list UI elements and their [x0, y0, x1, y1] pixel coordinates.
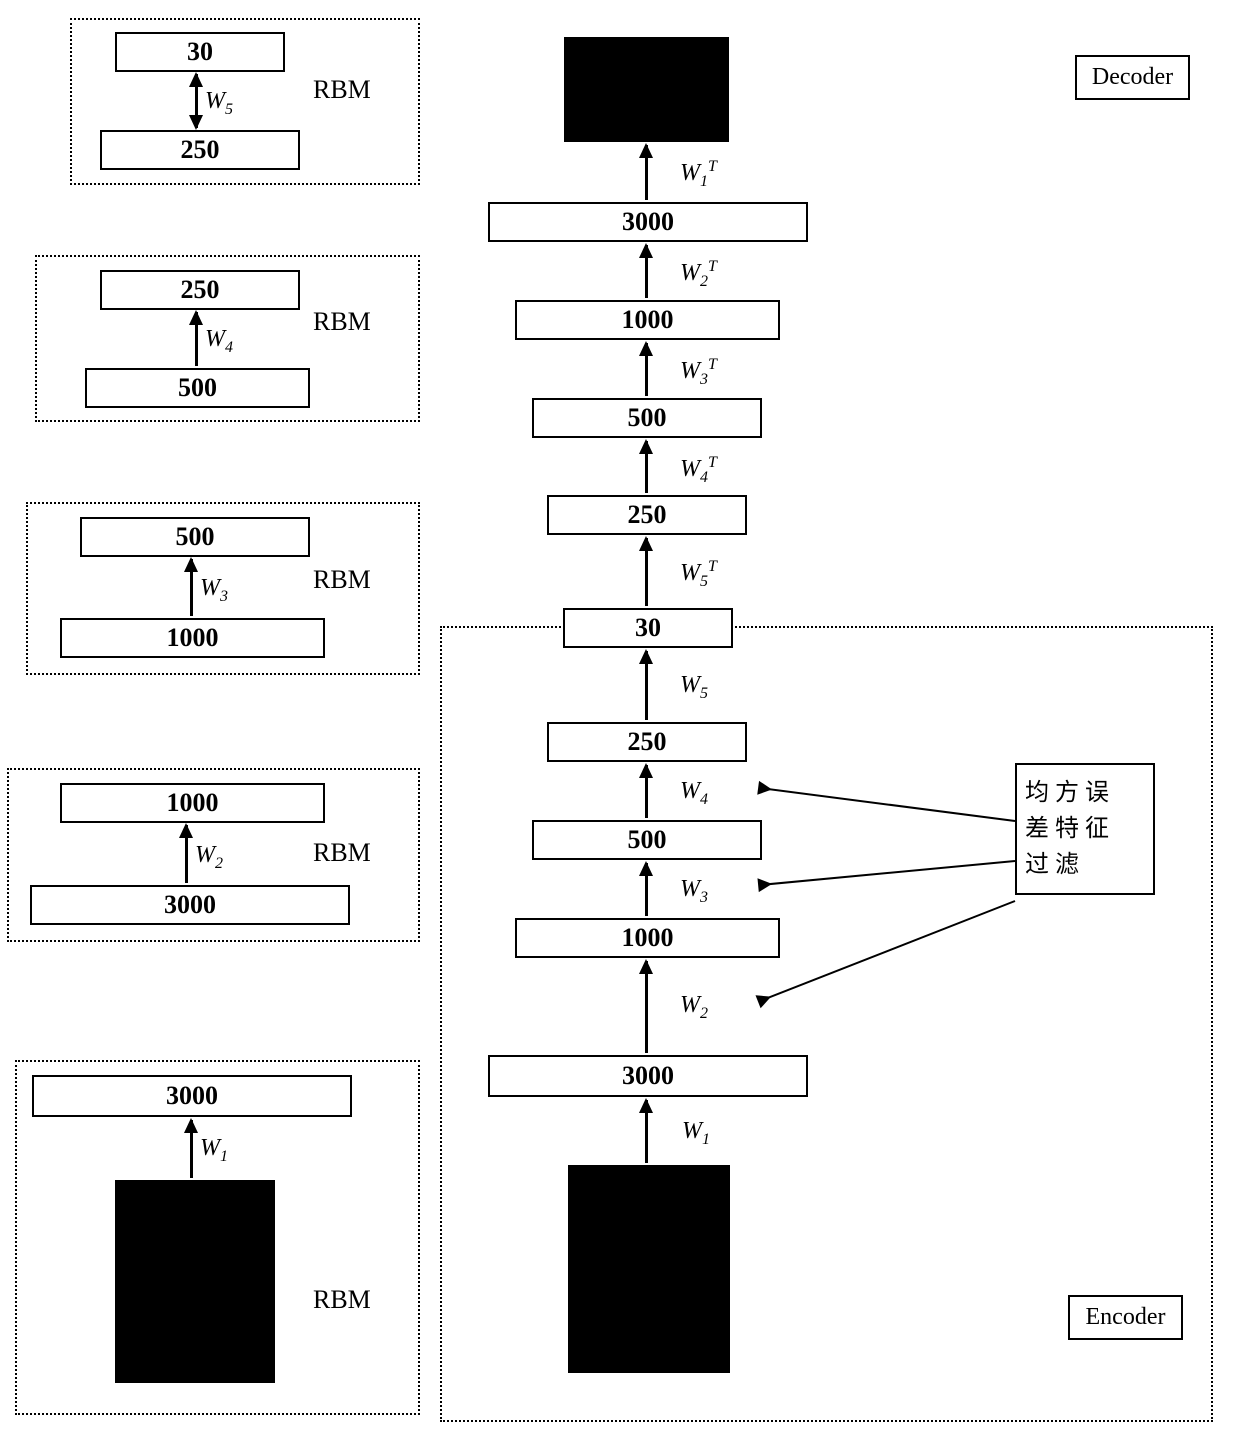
stack-arrow-2	[645, 343, 648, 396]
stack-arrow-0	[645, 145, 648, 200]
rbm-label: RBM	[313, 307, 371, 337]
stack-weight-0: W1T	[680, 158, 717, 191]
weight-label-W2: W2	[195, 842, 223, 873]
stack-weight-3: W4T	[680, 454, 717, 487]
stack-weight-8: W2	[680, 992, 708, 1023]
rbm-label: RBM	[313, 1285, 371, 1315]
layer-1000-8: 1000	[515, 918, 780, 958]
weight-label-W3: W3	[200, 575, 228, 606]
rbm-arrow-5	[195, 74, 198, 128]
stack-arrow-5	[645, 651, 648, 720]
rbm-2-bottom-layer: 3000	[30, 885, 350, 925]
stack-weight-5: W5	[680, 672, 708, 703]
output-image	[564, 37, 729, 142]
stack-arrow-7	[645, 863, 648, 916]
rbm-input-image	[115, 1180, 275, 1383]
rbm-1-top-layer: 3000	[32, 1075, 352, 1117]
weight-label-W5: W5	[205, 88, 233, 119]
layer-250-6: 250	[547, 722, 747, 762]
encoder-label: Encoder	[1068, 1295, 1183, 1340]
stack-arrow-9	[645, 1100, 648, 1163]
input-image	[568, 1165, 730, 1373]
rbm-arrow-1	[190, 1120, 193, 1178]
stack-arrow-4	[645, 538, 648, 606]
stack-weight-7: W3	[680, 876, 708, 907]
rbm-label: RBM	[313, 75, 371, 105]
rbm-arrow-4	[195, 312, 198, 366]
layer-500-3: 500	[532, 398, 762, 438]
layer-1000-2: 1000	[515, 300, 780, 340]
mse-filter-annotation: 均 方 误差 特 征过 滤	[1015, 763, 1155, 895]
rbm-3-bottom-layer: 1000	[60, 618, 325, 658]
stack-weight-4: W5T	[680, 558, 717, 591]
layer-250-4: 250	[547, 495, 747, 535]
rbm-2-top-layer: 1000	[60, 783, 325, 823]
layer-500-7: 500	[532, 820, 762, 860]
rbm-4-top-layer: 250	[100, 270, 300, 310]
weight-label-W1: W1	[200, 1135, 228, 1166]
rbm-5-bottom-layer: 250	[100, 130, 300, 170]
weight-label-W4: W4	[205, 326, 233, 357]
stack-arrow-1	[645, 245, 648, 298]
layer-30-5: 30	[563, 608, 733, 648]
stack-weight-1: W2T	[680, 258, 717, 291]
rbm-3-top-layer: 500	[80, 517, 310, 557]
layer-3000-1: 3000	[488, 202, 808, 242]
rbm-arrow-2	[185, 825, 188, 883]
rbm-5-top-layer: 30	[115, 32, 285, 72]
stack-arrow-3	[645, 441, 648, 493]
stack-arrow-8	[645, 961, 648, 1053]
rbm-4-bottom-layer: 500	[85, 368, 310, 408]
stack-arrow-6	[645, 765, 648, 818]
stack-weight-2: W3T	[680, 356, 717, 389]
decoder-label: Decoder	[1075, 55, 1190, 100]
stack-weight-9: W1	[682, 1118, 710, 1149]
rbm-arrow-3	[190, 559, 193, 616]
rbm-label: RBM	[313, 565, 371, 595]
rbm-label: RBM	[313, 838, 371, 868]
stack-weight-6: W4	[680, 778, 708, 809]
layer-3000-9: 3000	[488, 1055, 808, 1097]
